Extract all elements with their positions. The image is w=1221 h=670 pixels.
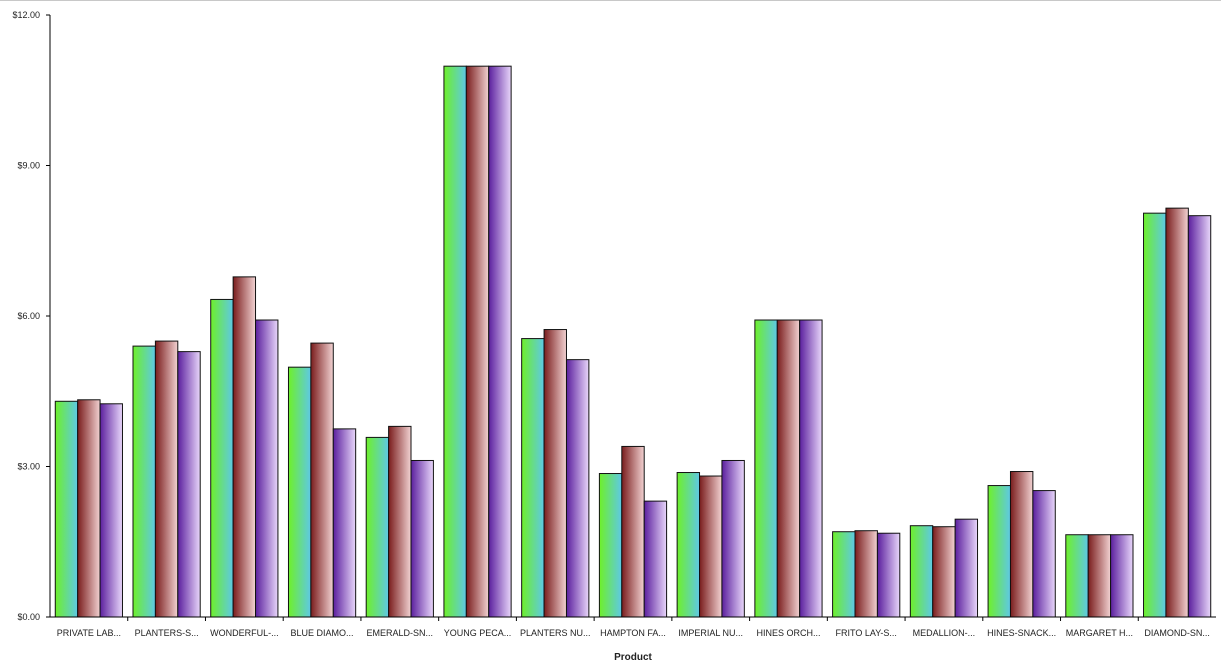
bar-series-1-cat-12 [909,525,934,618]
y-tick-label: $9.00 [17,161,40,171]
x-axis-title: Product [614,652,652,663]
top-border [0,0,1221,1]
bar-series-2-cat-4 [310,342,334,618]
bar-series-3-cat-1 [99,403,123,618]
x-tick-label: PLANTERS-S... [135,628,199,638]
bar-series-2-cat-1 [77,399,101,618]
x-tick-label: HINES ORCH... [756,628,820,638]
y-tick-label: $0.00 [17,612,40,622]
x-tick-label: PRIVATE LAB... [57,628,121,638]
bar-series-1-cat-5 [365,436,390,618]
bar-series-2-cat-11 [854,530,878,618]
bar-series-2-cat-8 [621,445,645,618]
bars [54,65,1212,618]
bar-series-3-cat-5 [410,459,434,618]
bar-series-3-cat-8 [643,500,668,618]
bar-series-3-cat-4 [332,428,357,618]
x-axis-ticks: PRIVATE LAB... PLANTERS-S... WONDERFUL-...… [57,617,1210,638]
bar-series-1-cat-14 [1065,534,1089,618]
bar-series-3-cat-14 [1110,534,1134,618]
bar-series-2-cat-12 [932,526,956,618]
bar-series-1-cat-2 [132,345,156,618]
x-tick-label: IMPERIAL NU... [678,628,743,638]
x-tick-label: WONDERFUL-... [210,628,279,638]
bar-series-2-cat-3 [232,276,257,618]
bar-series-1-cat-11 [832,531,856,618]
bar-series-1-cat-6 [443,65,467,618]
x-tick-label: FRITO LAY-S... [836,628,897,638]
bar-series-3-cat-6 [488,65,512,618]
x-tick-label: MEDALLION-... [913,628,976,638]
bar-series-3-cat-11 [876,532,901,618]
bar-series-1-cat-15 [1143,212,1167,618]
bar-series-2-cat-6 [465,65,490,618]
x-tick-label: YOUNG PECA... [444,628,512,638]
bar-series-1-cat-10 [754,319,778,618]
bar-series-3-cat-7 [565,359,590,618]
bar-series-2-cat-7 [543,329,567,618]
bar-series-2-cat-15 [1165,207,1189,618]
bar-series-2-cat-2 [154,340,179,618]
bar-series-1-cat-4 [287,366,312,618]
x-tick-label: EMERALD-SN... [367,628,434,638]
bar-series-2-cat-5 [388,425,412,618]
x-tick-label: PLANTERS NU... [520,628,591,638]
y-axis-ticks: $0.00 $3.00 $6.00 $9.00 $12.00 [12,10,50,622]
bar-series-3-cat-15 [1187,215,1212,618]
bar-series-1-cat-9 [676,472,701,618]
bar-series-3-cat-3 [255,319,279,618]
y-tick-label: $3.00 [17,462,40,472]
bar-series-1-cat-3 [210,298,234,618]
bar-series-2-cat-13 [1009,471,1034,618]
bar-series-3-cat-13 [1032,490,1056,618]
bar-series-1-cat-8 [598,473,623,618]
bar-series-2-cat-14 [1087,534,1112,618]
x-tick-label: BLUE DIAMO... [291,628,354,638]
bar-series-3-cat-2 [177,351,201,618]
bar-series-1-cat-1 [54,400,79,618]
bar-series-1-cat-13 [987,485,1011,618]
bar-series-2-cat-10 [776,319,801,618]
y-tick-label: $6.00 [17,311,40,321]
bar-series-3-cat-12 [954,518,979,618]
x-tick-label: DIAMOND-SN... [1144,628,1210,638]
x-tick-label: HAMPTON FA... [600,628,666,638]
bar-series-1-cat-7 [521,338,545,618]
x-tick-label: HINES-SNACK... [987,628,1056,638]
y-tick-label: $12.00 [12,10,40,20]
bar-series-3-cat-9 [721,459,745,618]
bar-series-2-cat-9 [699,475,723,618]
bar-series-3-cat-10 [799,319,823,618]
x-tick-label: MARGARET H... [1066,628,1133,638]
